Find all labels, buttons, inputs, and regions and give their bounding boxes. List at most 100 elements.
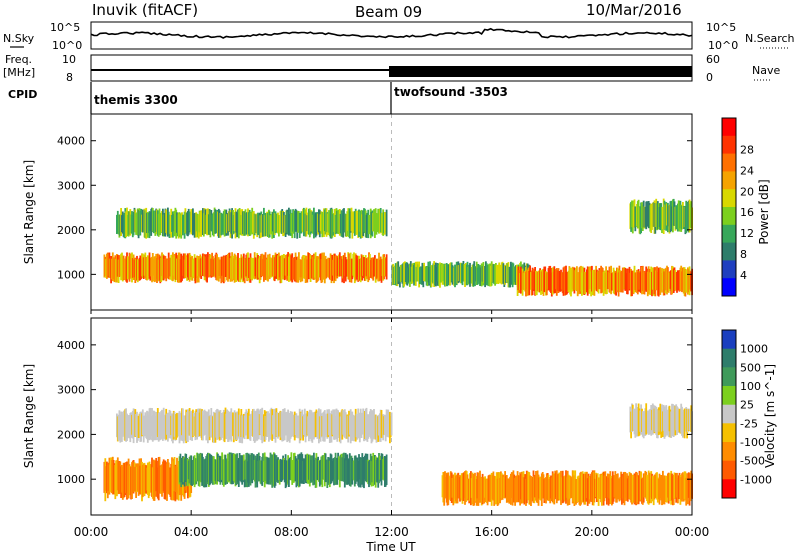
range-gate-cell [591,270,594,296]
range-gate-cell [144,210,147,239]
range-gate-cell [144,464,147,493]
y-tick: 1000 [57,473,692,486]
range-gate-cell [682,474,685,502]
range-gate-cell [291,212,294,239]
velocity-y-axis-label: Slant Range [km] [22,364,36,468]
range-gate-cell [247,212,250,235]
range-gate-cell [495,472,498,505]
y-tick: 3000 [57,179,692,192]
range-gate-cell [384,212,387,233]
range-gate-cell [581,471,584,503]
range-gate-cell [581,266,584,290]
range-gate-cell [146,411,149,443]
range-gate-cell [293,257,296,282]
range-gate-cell [151,208,154,232]
colorbar-swatch [722,153,736,172]
range-gate-cell [156,467,159,499]
range-gate-cell [159,213,162,236]
range-gate-cell [252,408,255,441]
range-gate-cell [245,409,248,435]
range-gate-cell [687,472,690,498]
range-gate-cell [685,477,688,506]
range-gate-cell [384,415,387,442]
range-gate-cell [690,201,693,229]
colorbar-tick-label: 16 [740,206,754,219]
range-gate-cell [252,258,255,279]
range-gate-cell [283,215,286,236]
range-gate-cell [485,263,488,286]
data-band [391,261,531,288]
range-gate-cell [594,478,597,499]
range-gate-cell [687,269,690,293]
range-gate-cell [601,472,604,502]
range-gate-cell [385,254,388,280]
x-tick-label: 00:00 [74,525,109,539]
range-gate-cell [156,408,159,437]
range-gate-cell [156,210,159,236]
colorbar-swatch [722,367,736,387]
range-gate-cell [591,470,594,506]
colorbar-swatch [722,386,736,406]
range-gate-cell [488,263,491,286]
colorbar-tick-label: -25 [740,417,758,430]
nave-tick-top: 60 [706,53,720,66]
range-gate-cell [589,266,592,289]
range-gate-cell [151,415,154,442]
colorbar-swatch [722,260,736,279]
range-gate-cell [286,254,289,281]
range-gate-cell [240,254,243,280]
range-gate-cell [240,214,243,236]
nave-label: Nave [752,64,780,77]
colorbar-swatch [722,460,736,480]
y-tick-label: 4000 [57,339,85,352]
range-gate-cell [490,261,493,286]
range-gate-cell [156,253,159,281]
radar-title: Inuvik (fitACF) [92,1,198,19]
range-gate-cell [250,453,253,481]
range-gate-cell [291,460,294,485]
range-gate-cell [245,254,248,277]
range-gate-cell [682,267,685,294]
x-tick-label: 20:00 [575,525,610,539]
colorbar-tick-label: -1000 [740,473,772,486]
range-gate-cell [298,453,301,487]
power-heatmap [103,114,693,310]
nsearch-tick-bottom: 10^0 [708,39,738,52]
y-tick-label: 2000 [57,224,85,237]
range-gate-cell [141,253,144,279]
range-gate-cell [154,416,157,441]
range-gate-cell [288,253,291,276]
data-band [116,407,393,444]
data-band [116,207,388,239]
colorbar-tick-label: 100 [740,380,761,393]
range-gate-cell [589,476,592,500]
range-gate-cell [298,259,301,278]
data-band [516,265,693,297]
range-gate-cell [495,265,498,284]
power-colorbar-label: Power [dB] [757,179,771,244]
range-gate-cell [382,209,385,236]
range-gate-cell [490,472,493,506]
range-gate-cell [596,473,599,500]
range-gate-cell [146,462,149,495]
y-tick: 2000 [57,428,692,441]
velocity-y-ticks: 1000 2000 3000 4000 [57,339,692,486]
range-gate-cell [240,455,243,483]
range-gate-cell [480,477,483,506]
colorbar-swatch [722,189,736,208]
x-axis-label: Time UT [365,540,416,554]
data-band [103,252,388,284]
x-tick: 04:00 [174,310,208,539]
x-tick-label: 16:00 [474,525,509,539]
range-gate-cell [296,460,299,485]
range-gate-cell [242,454,245,481]
range-gate-cell [252,211,255,239]
colorbar-swatch [722,135,736,155]
range-gate-cell [141,409,144,435]
y-tick-label: 3000 [57,384,85,397]
range-gate-cell [594,272,597,289]
range-gate-cell [500,262,503,285]
colorbar-swatch [722,330,736,350]
range-gate-cell [601,267,604,293]
